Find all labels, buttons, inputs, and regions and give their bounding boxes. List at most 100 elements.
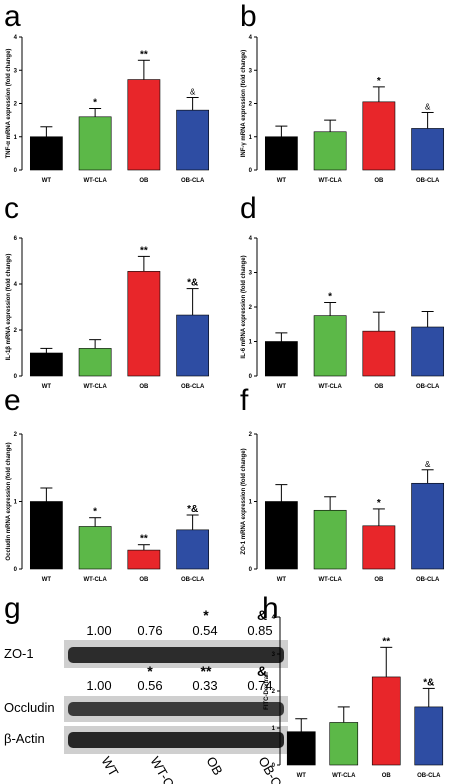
- bar: [313, 315, 347, 377]
- y-tick-label: 2: [14, 432, 18, 438]
- panel-label-a: a: [4, 0, 21, 33]
- bar: [264, 136, 298, 171]
- x-tick-label: WT-CLA: [318, 384, 342, 390]
- significance-mark: *&: [187, 504, 198, 515]
- bar: [362, 101, 396, 171]
- wb-band: [68, 647, 284, 663]
- x-tick-label: OB: [139, 577, 149, 583]
- y-tick-label: 0: [249, 567, 253, 573]
- bar: [411, 326, 445, 377]
- wb-value: 0.56: [137, 678, 162, 693]
- bar: [264, 341, 298, 377]
- x-tick-label: OB: [139, 384, 149, 390]
- x-tick-label: WT: [277, 577, 287, 583]
- bar: [313, 509, 347, 570]
- significance-mark: &: [425, 460, 431, 469]
- significance-mark: *&: [423, 677, 434, 688]
- x-tick-label: OB-CLA: [181, 384, 205, 390]
- chart-panel-f: f 0 1 2 ZO-1 mRNA expression (fold change) WT…: [240, 384, 445, 583]
- y-axis-label: TNF-α mRNA expression (fold change): [6, 49, 12, 159]
- significance-mark: &: [425, 102, 431, 111]
- y-tick-label: 2: [249, 432, 253, 438]
- x-tick-label: WT-CLA: [318, 577, 342, 583]
- wb-value: 1.00: [86, 678, 111, 693]
- bar: [286, 731, 316, 766]
- y-tick-label: 4: [272, 615, 276, 621]
- y-axis-label: FITC-Dextran: [264, 672, 270, 710]
- y-tick-label: 2: [14, 102, 18, 108]
- chart-panel-c: c 0 2 4 6 IL-1β mRNA expression (fold change)…: [4, 192, 210, 390]
- x-tick-label: WT-CLA: [83, 178, 107, 184]
- wb-band: [68, 702, 284, 716]
- y-axis-label: IL-6 mRNA expression (fold change): [241, 255, 247, 358]
- bar: [127, 79, 161, 171]
- x-tick-label: OB: [374, 384, 384, 390]
- bar: [127, 549, 161, 570]
- y-tick-label: 0: [272, 763, 276, 769]
- y-tick-label: 2: [249, 305, 253, 311]
- y-axis-label: INF-γ mRNA expression (fold change): [241, 50, 247, 157]
- chart-panel-b: b 0 1 2 3 4 INF-γ mRNA expression (fold change…: [240, 0, 445, 184]
- significance-mark: *: [93, 507, 97, 518]
- y-tick-label: 4: [249, 236, 253, 242]
- x-tick-label: OB-CLA: [181, 178, 205, 184]
- y-tick-label: 0: [14, 567, 18, 573]
- y-tick-label: 6: [14, 236, 18, 242]
- y-tick-label: 2: [249, 102, 253, 108]
- x-tick-label: WT-CLA: [83, 384, 107, 390]
- x-tick-label: OB-CLA: [416, 577, 440, 583]
- wb-value: 0.85: [247, 623, 272, 638]
- significance-mark: *: [328, 292, 332, 303]
- panel-label-h: h: [262, 592, 279, 625]
- x-tick-label: WT: [42, 384, 52, 390]
- x-tick-label: OB-CLA: [181, 577, 205, 583]
- bar: [411, 128, 445, 171]
- y-axis-label: ZO-1 mRNA expression (fold change): [241, 448, 247, 554]
- significance-mark: **: [382, 636, 390, 647]
- significance-mark: *: [377, 76, 381, 87]
- wb-row-label-zo1: ZO-1: [4, 646, 34, 661]
- y-tick-label: 1: [249, 340, 253, 346]
- y-tick-label: 2: [272, 689, 276, 695]
- x-tick-label: OB-CLA: [416, 384, 440, 390]
- wb-value: 0.54: [192, 623, 217, 638]
- bar: [127, 271, 161, 377]
- x-tick-label: OB: [139, 178, 149, 184]
- y-tick-label: 2: [14, 328, 18, 334]
- x-tick-label: WT: [277, 384, 287, 390]
- bar: [78, 116, 112, 171]
- y-tick-label: 0: [249, 374, 253, 380]
- wb-sig: &: [257, 663, 267, 679]
- y-tick-label: 0: [14, 374, 18, 380]
- bar: [29, 352, 63, 377]
- chart-panel-d: d 0 1 2 3 4 IL-6 mRNA expression (fold change)…: [240, 192, 445, 390]
- panel-label-g: g: [4, 592, 21, 625]
- bar: [176, 109, 210, 171]
- wb-value: 0.74: [247, 678, 272, 693]
- significance-mark: **: [140, 245, 148, 256]
- y-tick-label: 3: [249, 68, 253, 74]
- x-tick-label: WT: [277, 178, 287, 184]
- wb-sig: *: [147, 663, 153, 679]
- panel-label-d: d: [240, 192, 257, 225]
- panel-label-e: e: [4, 384, 21, 417]
- wb-sig: **: [201, 663, 212, 679]
- significance-mark: *&: [187, 278, 198, 289]
- y-tick-label: 0: [14, 168, 18, 174]
- bar: [411, 482, 445, 570]
- bar: [362, 525, 396, 570]
- x-tick-label: WT-CLA: [332, 773, 356, 779]
- y-tick-label: 3: [272, 652, 276, 658]
- x-tick-label: WT-CLA: [318, 178, 342, 184]
- bar: [414, 706, 444, 766]
- x-tick-label: OB: [382, 773, 392, 779]
- wb-sig: *: [203, 607, 209, 623]
- x-tick-label: OB-CLA: [416, 178, 440, 184]
- x-tick-label: WT: [42, 577, 52, 583]
- bar: [313, 131, 347, 171]
- x-tick-label: WT: [42, 178, 52, 184]
- y-tick-label: 4: [249, 35, 253, 41]
- wb-value: 0.76: [137, 623, 162, 638]
- y-tick-label: 4: [14, 35, 18, 41]
